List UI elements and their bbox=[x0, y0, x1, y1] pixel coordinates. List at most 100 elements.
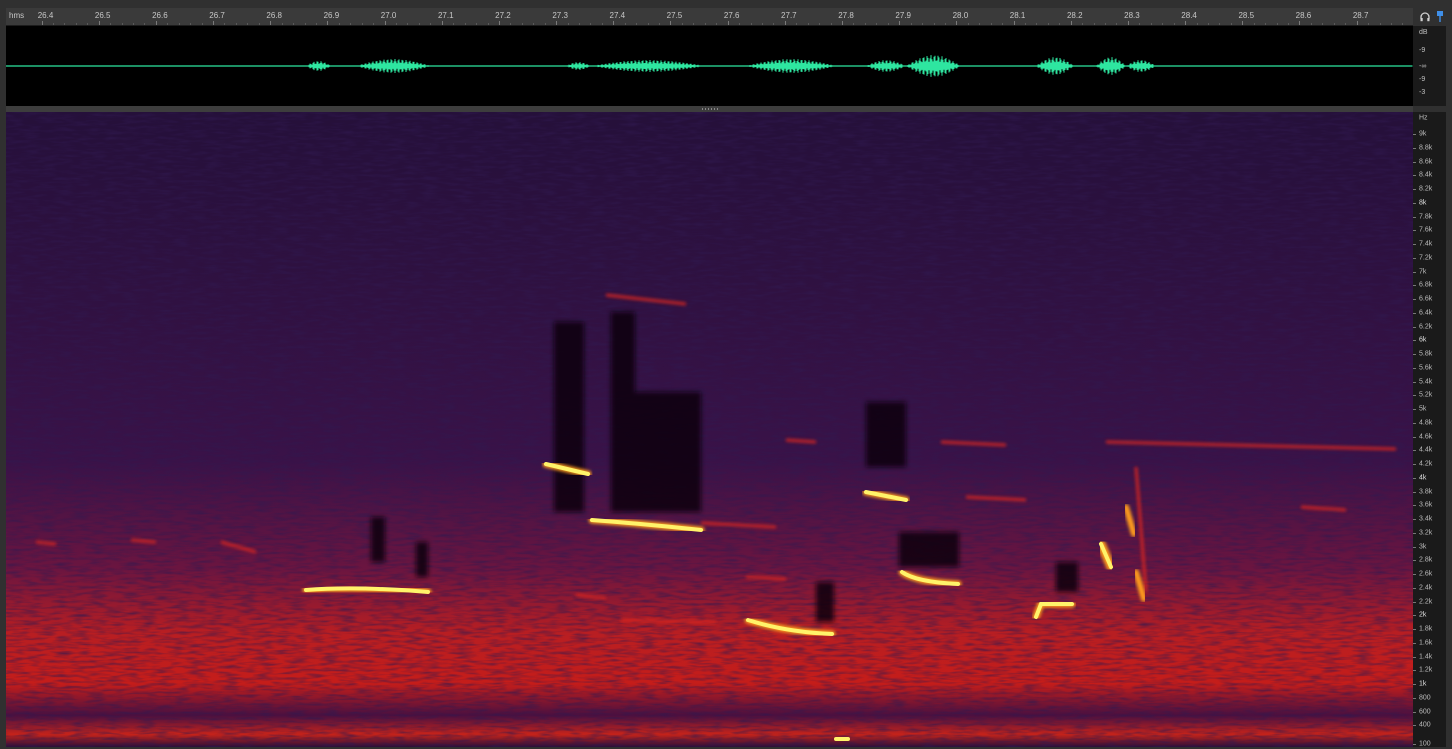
time-minor-mark bbox=[887, 23, 889, 25]
time-minor-mark bbox=[1196, 23, 1198, 25]
time-tick-label: 28.5 bbox=[1238, 11, 1255, 20]
time-minor-mark bbox=[1322, 23, 1324, 25]
time-minor-mark bbox=[761, 23, 763, 25]
time-minor-mark bbox=[52, 23, 54, 25]
panel-splitter[interactable] bbox=[6, 106, 1413, 112]
hz-tick-label: 6.2k bbox=[1419, 323, 1433, 330]
hz-tick-label: 400 bbox=[1419, 721, 1431, 729]
hz-tick-label: 8.8k bbox=[1419, 144, 1433, 152]
time-tick-mark bbox=[727, 21, 729, 25]
time-minor-mark bbox=[807, 23, 809, 25]
time-minor-mark bbox=[967, 23, 969, 25]
time-tick-label: 27.8 bbox=[838, 11, 854, 20]
frequency-scale: Hz 9k 8.8k 8.6k 8.4k 8.2k 8k 7.8k 7.6k 7.4k 7.2k 7… bbox=[1413, 112, 1446, 748]
hz-tick-mark bbox=[1413, 601, 1416, 603]
hz-tick-mark bbox=[1413, 147, 1416, 149]
time-tick-label: 26.8 bbox=[266, 11, 283, 20]
headphones-icon[interactable] bbox=[1419, 10, 1431, 23]
hz-tick-mark bbox=[1413, 587, 1416, 589]
time-minor-mark bbox=[1288, 23, 1290, 25]
time-minor-mark bbox=[796, 23, 798, 25]
time-minor-mark bbox=[373, 23, 375, 25]
time-minor-mark bbox=[1036, 23, 1038, 25]
time-tick-label: 26.6 bbox=[152, 11, 168, 20]
hz-tick-mark bbox=[1413, 711, 1416, 713]
time-minor-mark bbox=[144, 23, 146, 25]
hz-tick-mark bbox=[1413, 560, 1416, 562]
time-minor-mark bbox=[624, 23, 626, 25]
time-minor-mark bbox=[1173, 23, 1175, 25]
time-tick-mark bbox=[441, 21, 443, 25]
hz-tick-mark bbox=[1413, 450, 1416, 452]
hz-tick-mark bbox=[1413, 285, 1416, 287]
time-minor-mark bbox=[578, 23, 580, 25]
hz-tick-label: 3k bbox=[1419, 543, 1427, 550]
time-minor-mark bbox=[933, 23, 935, 25]
time-minor-mark bbox=[521, 23, 523, 25]
hz-tick-label: 600 bbox=[1419, 708, 1431, 715]
hz-tick-label: 4.6k bbox=[1419, 433, 1433, 440]
time-ruler[interactable]: hms 26.4 26.5 26.6 26.7 26.8 26.9 27.0 27.1 27.2… bbox=[6, 8, 1413, 26]
time-minor-mark bbox=[864, 23, 866, 25]
hz-tick-label: 2.8k bbox=[1419, 556, 1433, 564]
time-minor-mark bbox=[1333, 23, 1335, 25]
hz-tick-label: 1.2k bbox=[1419, 666, 1433, 674]
waveform-view[interactable] bbox=[6, 26, 1413, 106]
hz-tick-mark bbox=[1413, 326, 1416, 328]
hz-tick-label: 7k bbox=[1419, 268, 1427, 275]
time-tick-label: 26.9 bbox=[323, 11, 340, 20]
time-minor-mark bbox=[1002, 23, 1004, 25]
time-tick-label: 27.1 bbox=[437, 11, 454, 20]
hz-tick-mark bbox=[1413, 546, 1416, 548]
time-minor-mark bbox=[1024, 23, 1026, 25]
db-label: -9 bbox=[1419, 47, 1426, 54]
time-minor-mark bbox=[1219, 23, 1221, 25]
time-minor-mark bbox=[1276, 23, 1278, 25]
time-minor-mark bbox=[476, 23, 478, 25]
time-minor-mark bbox=[1139, 23, 1141, 25]
hz-tick-mark bbox=[1413, 656, 1416, 658]
hz-tick-mark bbox=[1413, 615, 1416, 617]
hz-tick-mark bbox=[1413, 271, 1416, 273]
splitter-grip-icon[interactable] bbox=[701, 108, 718, 110]
marker-icon[interactable] bbox=[1434, 10, 1446, 23]
db-label: -∞ bbox=[1419, 63, 1427, 70]
hz-tick-mark bbox=[1413, 684, 1416, 685]
hz-tick-label: 7.6k bbox=[1419, 226, 1433, 234]
time-tick-mark bbox=[41, 21, 43, 25]
hz-tick-mark bbox=[1413, 381, 1416, 383]
time-minor-mark bbox=[281, 23, 283, 25]
hz-tick-mark bbox=[1413, 216, 1416, 218]
waveform-trace bbox=[6, 55, 1413, 77]
hz-tick-mark bbox=[1413, 744, 1416, 745]
time-minor-mark bbox=[190, 23, 192, 25]
hz-tick-label: 2.6k bbox=[1419, 570, 1433, 578]
time-tick-mark bbox=[155, 21, 157, 25]
time-minor-mark bbox=[510, 23, 512, 25]
time-minor-mark bbox=[1116, 23, 1118, 25]
hz-tick-mark bbox=[1413, 464, 1416, 465]
hz-tick-mark bbox=[1413, 175, 1416, 177]
time-tick-label: 27.6 bbox=[723, 11, 740, 20]
hz-tick-label: 3.8k bbox=[1419, 488, 1433, 495]
hz-tick-mark bbox=[1413, 299, 1416, 300]
time-tick-label: 26.5 bbox=[94, 11, 111, 20]
db-unit-label: dB bbox=[1419, 29, 1428, 36]
hz-tick-label: 2k bbox=[1419, 611, 1427, 619]
time-minor-mark bbox=[567, 23, 569, 25]
hz-tick-mark bbox=[1413, 202, 1416, 204]
hz-tick-label: 1k bbox=[1419, 680, 1427, 688]
hz-tick-mark bbox=[1413, 477, 1416, 479]
db-label: -3 bbox=[1419, 89, 1426, 96]
hz-tick-label: 4k bbox=[1419, 474, 1427, 482]
time-tick-mark bbox=[842, 21, 844, 25]
time-minor-mark bbox=[87, 23, 89, 25]
time-tick-label: 27.4 bbox=[609, 11, 626, 20]
hz-tick-label: 7.2k bbox=[1419, 254, 1433, 262]
time-minor-mark bbox=[876, 23, 878, 25]
hz-tick-label: 8.2k bbox=[1419, 185, 1433, 193]
spectrogram-view[interactable] bbox=[6, 112, 1413, 747]
time-minor-mark bbox=[361, 23, 363, 25]
time-minor-mark bbox=[1047, 23, 1049, 25]
